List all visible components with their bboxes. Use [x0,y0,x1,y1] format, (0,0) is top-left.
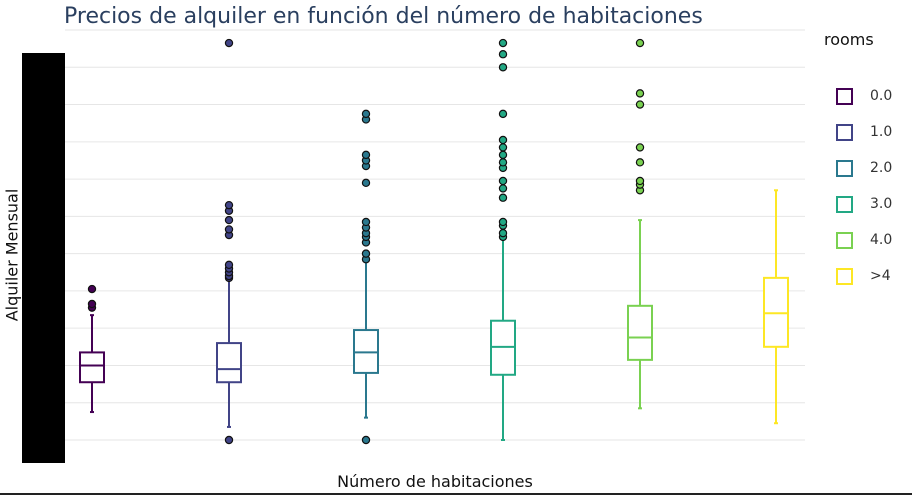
outlier-point [498,176,508,186]
outlier-point [224,200,234,210]
outlier-point [224,260,234,270]
legend-label: 3.0 [870,196,893,212]
outlier-point [361,178,371,188]
box-1 [216,278,242,428]
chart-title: Precios de alquiler en función del númer… [64,4,703,29]
legend-label: 1.0 [870,124,893,140]
outlier-point [498,135,508,145]
y-axis-label: Alquiler Mensual [2,188,22,322]
outlier-point [498,217,508,227]
box-5 [763,189,789,425]
box-3 [490,224,516,441]
box-iqr [79,351,105,384]
outlier-point [498,63,508,72]
outlier-point [361,435,371,445]
outlier-point [498,193,508,202]
legend-swatch [836,160,853,177]
outlier-point [224,435,234,445]
outlier-point [635,89,645,98]
outlier-point [498,184,508,193]
outlier-point [224,215,234,225]
legend-swatch [836,268,853,285]
outlier-point [361,217,371,227]
legend-title: rooms [824,30,874,49]
x-axis-label: Número de habitaciones [337,472,533,491]
outlier-point [498,228,508,238]
boxes [79,189,789,441]
box-2 [353,254,379,419]
legend-label: 2.0 [870,160,893,176]
outlier-point [87,284,97,294]
outlier-point [635,143,645,152]
box-iqr [627,304,653,361]
outlier-point [498,143,508,152]
legend-label: >4 [870,268,891,284]
outlier-point [87,299,97,309]
outlier-point [361,109,371,119]
outlier-point [224,38,234,48]
outlier-point [498,150,508,160]
gridlines [65,29,805,441]
outliers [87,38,645,445]
outlier-point [361,150,371,160]
legend-swatch [836,88,853,105]
outlier-point [498,109,508,119]
outlier-point [635,100,645,109]
outlier-point [361,249,371,258]
legend-swatch [836,196,853,213]
legend-swatch [836,232,853,249]
bottom-border [0,493,912,495]
outlier-point [635,38,645,48]
outlier-point [498,50,508,59]
outlier-point [498,38,508,48]
outlier-point [635,158,645,167]
box-0 [79,314,105,414]
y-axis-mask [22,53,65,463]
legend-label: 0.0 [870,88,893,104]
legend-swatch [836,124,853,141]
outlier-point [498,158,508,167]
legend-label: 4.0 [870,232,893,248]
box-iqr [216,342,242,384]
box-4 [627,219,653,410]
outlier-point [635,176,645,186]
outlier-point [224,225,234,234]
